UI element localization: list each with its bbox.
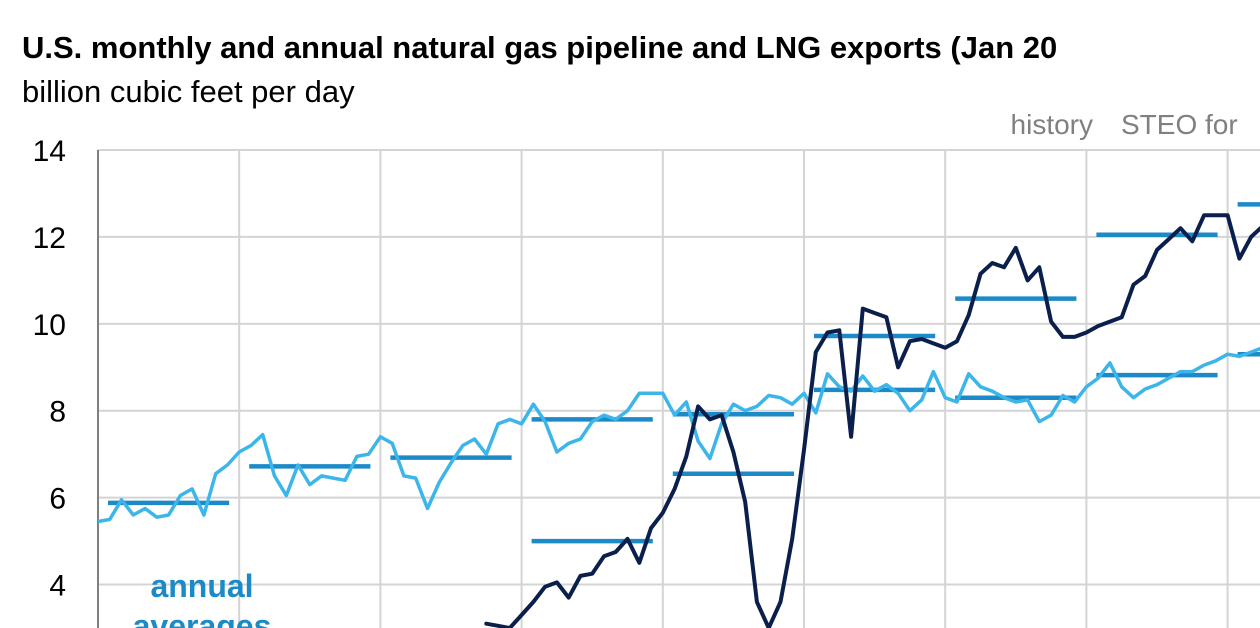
forecast-label: STEO for bbox=[1121, 109, 1238, 140]
y-tick-label: 14 bbox=[33, 135, 66, 168]
y-tick-label: 12 bbox=[33, 222, 66, 255]
y-tick-labels: 4 6 8 10 12 14 bbox=[33, 135, 66, 603]
lng-series-line bbox=[484, 213, 1260, 628]
annual-averages-label-line1: annual bbox=[150, 568, 253, 604]
annual-averages-label-line2: averages bbox=[133, 608, 272, 628]
y-tick-label: 6 bbox=[49, 483, 66, 516]
y-tick-label: 10 bbox=[33, 309, 66, 342]
chart-title: U.S. monthly and annual natural gas pipe… bbox=[22, 30, 1057, 65]
pipeline-series-line bbox=[98, 346, 1260, 524]
chart-subtitle: billion cubic feet per day bbox=[22, 74, 355, 109]
history-label: history bbox=[1011, 109, 1093, 140]
series-lines bbox=[98, 213, 1260, 628]
y-tick-label: 4 bbox=[49, 570, 66, 603]
y-tick-label: 8 bbox=[49, 396, 66, 429]
